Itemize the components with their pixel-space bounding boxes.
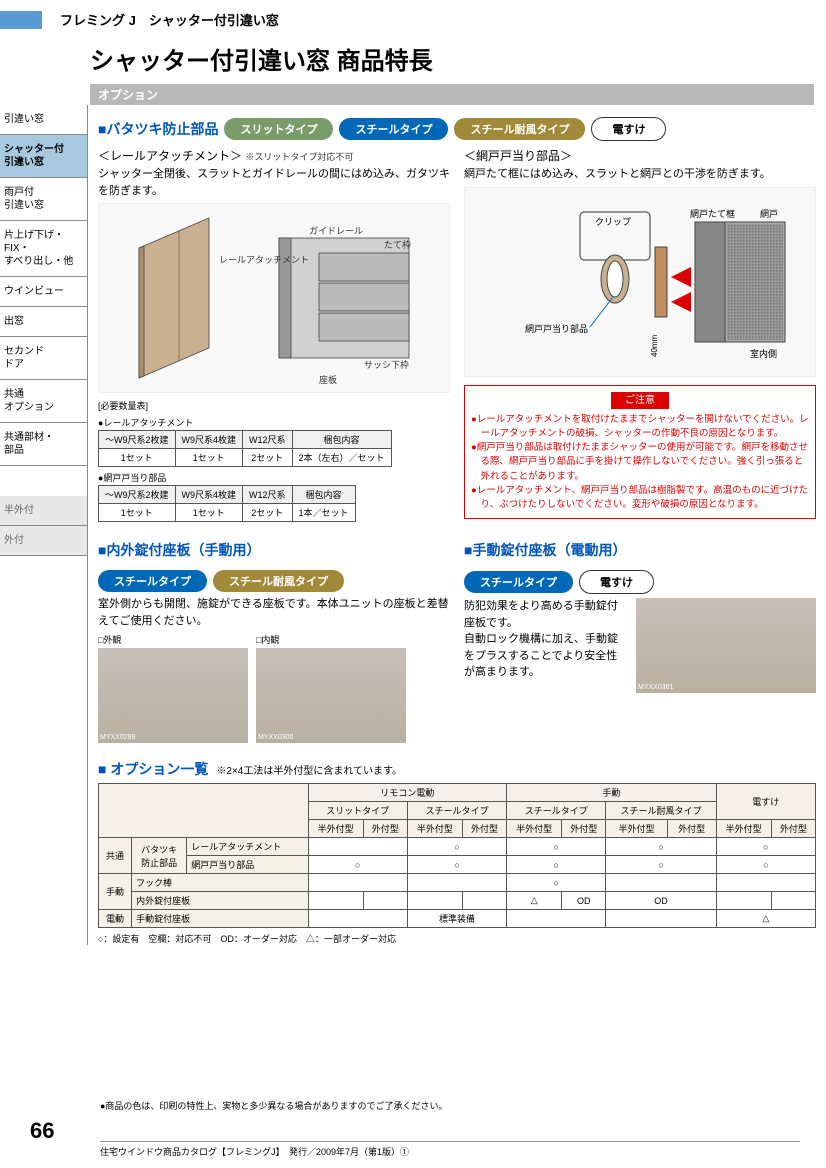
photo-label: □外観 — [98, 633, 248, 646]
rail-attachment-diagram: レールアタッチメント ガイドレール たて枠 サッシ下枠 座板 — [98, 203, 450, 393]
sidebar-item[interactable]: 共通部材・ 部品 — [0, 423, 87, 466]
section1-head: バタツキ防止部品 スリットタイプ スチールタイプ スチール耐風タイプ 電すけ — [98, 117, 816, 141]
tag-steel-wind: スチール耐風タイプ — [213, 570, 344, 592]
subhead: ＜網戸戸当り部品＞ — [464, 147, 816, 164]
sidebar-extra[interactable]: 外付 — [0, 526, 87, 556]
svg-text:たて枠: たて枠 — [384, 239, 411, 250]
product-photo: MYXX0301 — [636, 598, 816, 693]
series-label: フレミング J シャッター付引違い窓 — [60, 10, 279, 29]
table-legend: ○：設定有 空欄：対応不可 OD：オーダー対応 △：一部オーダー対応 — [98, 932, 816, 945]
sidebar-item[interactable]: 雨戸付 引違い窓 — [0, 178, 87, 221]
tag-steel: スチールタイプ — [339, 118, 448, 140]
subhead: ＜レールアタッチメント＞ — [98, 149, 242, 163]
heading: 手動錠付座板（電動用） — [464, 540, 816, 560]
table2-caption: ●網戸戸当り部品 — [98, 471, 450, 484]
blue-accent — [0, 11, 42, 29]
tag-densuke: 電すけ — [579, 570, 654, 594]
photo-label: □内観 — [256, 633, 406, 646]
page-number: 66 — [30, 1118, 54, 1144]
body-text: 室外側からも開閉、施錠ができる座板です。本体ユニットの座板と差替えてご使用くださ… — [98, 596, 450, 629]
caution-item: ●レールアタッチメント、網戸戸当り部品は樹脂製です。高温のものに近づけたり、ぶつ… — [471, 484, 809, 513]
caution-item: ●レールアタッチメントを取付けたままでシャッターを開けないでください。レールアタ… — [471, 413, 809, 442]
sidebar-item[interactable]: 片上げ下げ・ FIX・ すべり出し・他 — [0, 221, 87, 277]
product-photo: MYXX0299 — [98, 648, 248, 743]
tag-steel-wind: スチール耐風タイプ — [454, 118, 585, 140]
sidebar-item[interactable]: ウインビュー — [0, 277, 87, 307]
option-list-heading: オプション一覧※2×4工法は半外付型に含まれています。 — [98, 759, 816, 779]
svg-text:クリップ: クリップ — [595, 217, 631, 227]
footer-note: ●商品の色は、印刷の特性上、実物と多少異なる場合がありますのでご了承ください。 — [100, 1099, 447, 1112]
option-section-bar: オプション — [90, 84, 814, 105]
sidebar-nav: 引違い窓 シャッター付 引違い窓 雨戸付 引違い窓 片上げ下げ・ FIX・ すべ… — [0, 105, 88, 945]
rail-qty-table: 〜W9尺系2枚建W9尺系4枚建W12尺系梱包内容 1セット1セット2セット2本（… — [98, 430, 392, 467]
svg-text:網戸たて框: 網戸たて框 — [690, 208, 735, 219]
sidebar-item[interactable]: 引違い窓 — [0, 105, 87, 135]
svg-text:網戸戸当り部品: 網戸戸当り部品 — [525, 323, 588, 334]
top-header: フレミング J シャッター付引違い窓 — [0, 0, 826, 33]
tag-steel: スチールタイプ — [464, 571, 573, 593]
subhead-note: ※スリットタイプ対応不可 — [245, 152, 353, 162]
inner-outer-lock-col: 内外錠付座板（手動用） スチールタイプ スチール耐風タイプ 室外側からも開閉、施… — [98, 540, 450, 743]
screen-door-diagram: クリップ 網戸戸当り部品 網戸たて框 網戸 — [464, 187, 816, 377]
main-content: バタツキ防止部品 スリットタイプ スチールタイプ スチール耐風タイプ 電すけ ＜… — [88, 105, 826, 945]
manual-lock-col: 手動錠付座板（電動用） スチールタイプ 電すけ 防犯効果をより高める手動錠付座板… — [464, 540, 816, 743]
svg-text:室内側: 室内側 — [750, 348, 777, 359]
body-text: 防犯効果をより高める手動錠付座板です。 自動ロック機構に加え、手動錠をプラスする… — [464, 598, 628, 689]
option-list-note: ※2×4工法は半外付型に含まれています。 — [216, 766, 402, 777]
sidebar-item-active[interactable]: シャッター付 引違い窓 — [0, 135, 87, 178]
svg-text:サッシ下枠: サッシ下枠 — [364, 359, 409, 370]
caution-item: ●網戸戸当り部品は取付けたままシャッターの使用が可能です。網戸を移動させる際、網… — [471, 441, 809, 484]
svg-text:ガイドレール: ガイドレール — [309, 226, 363, 236]
sidebar-item[interactable]: 共通 オプション — [0, 380, 87, 423]
product-photo: MYXX0300 — [256, 648, 406, 743]
sidebar-extra[interactable]: 半外付 — [0, 496, 87, 526]
rail-attachment-col: ＜レールアタッチメント＞ ※スリットタイプ対応不可 シャッター全閉後、スラットと… — [98, 147, 450, 526]
svg-text:座板: 座板 — [319, 374, 337, 385]
svg-text:レールアタッチメント: レールアタッチメント — [219, 255, 309, 265]
sidebar-item[interactable]: セカンド ドア — [0, 337, 87, 380]
tag-steel: スチールタイプ — [98, 570, 207, 592]
caution-title: ご注意 — [611, 392, 669, 409]
heading: バタツキ防止部品 — [98, 119, 218, 139]
page-title: シャッター付引違い窓 商品特長 — [90, 41, 826, 76]
option-compatibility-table: リモコン電動 手動 電すけ スリットタイプ スチールタイプ スチールタイプ スチ… — [98, 783, 816, 928]
caution-box: ご注意 ●レールアタッチメントを取付けたままでシャッターを開けないでください。レ… — [464, 385, 816, 520]
screen-qty-table: 〜W9尺系2枚建W9尺系4枚建W12尺系梱包内容 1セット1セット2セット1本／… — [98, 485, 356, 522]
heading: 内外錠付座板（手動用） — [98, 540, 450, 560]
tag-slit: スリットタイプ — [224, 118, 333, 140]
table1-caption: ●レールアタッチメント — [98, 416, 450, 429]
screen-door-col: ＜網戸戸当り部品＞ 網戸たて框にはめ込み、スラットと網戸との干渉を防ぎます。 ク… — [464, 147, 816, 526]
svg-text:網戸: 網戸 — [760, 208, 778, 219]
qty-caption: [必要数量表] — [98, 399, 450, 412]
footer-publication: 住宅ウインドウ商品カタログ【フレミングJ】 発行／2009年7月（第1版）① — [100, 1141, 800, 1158]
svg-text:40mm: 40mm — [650, 334, 659, 357]
body-text: シャッター全閉後、スラットとガイドレールの間にはめ込み、ガタツキを防ぎます。 — [98, 166, 450, 199]
tag-densuke: 電すけ — [591, 117, 666, 141]
sidebar-item[interactable]: 出窓 — [0, 307, 87, 337]
body-text: 網戸たて框にはめ込み、スラットと網戸との干渉を防ぎます。 — [464, 166, 816, 183]
